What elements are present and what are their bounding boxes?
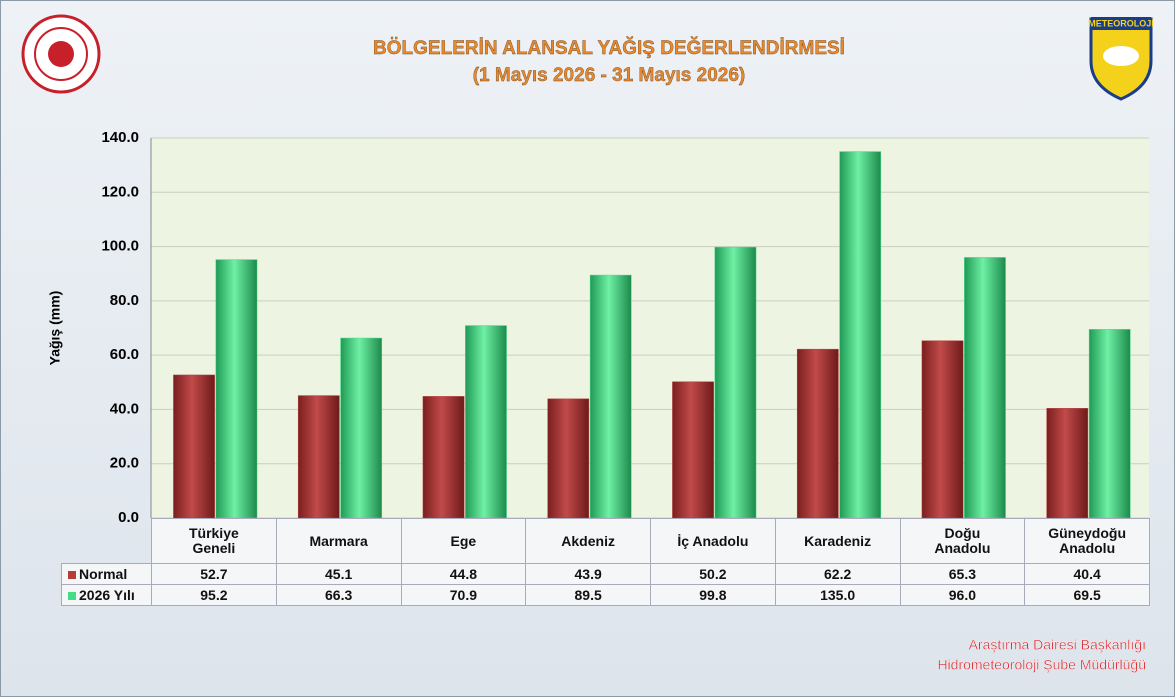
logo-text: METEOROLOJI — [1088, 18, 1154, 28]
x-tick-label: Doğu Anadolu — [934, 525, 991, 556]
right-logo: METEOROLOJI — [1088, 17, 1154, 101]
bar — [964, 257, 1006, 519]
footer-line: Hidrometeoroloji Şube Müdürlüğü — [937, 657, 1146, 673]
value-cell: 65.3 — [899, 563, 1026, 585]
category-cell: Marmara — [275, 518, 402, 564]
bar — [1046, 408, 1089, 519]
x-tick-label: Akdeniz — [561, 532, 615, 549]
y-tick-label: 140.0 — [101, 129, 139, 146]
value-cell: 99.8 — [650, 584, 776, 606]
bar — [672, 381, 714, 519]
table-row: Normal 52.7 45.1 44.8 43.9 50.2 62.2 65.3 40.4 — [61, 563, 1150, 585]
value-cell: 66.3 — [275, 584, 402, 606]
table-corner — [62, 519, 152, 564]
bar — [297, 395, 340, 519]
value-cell: 50.2 — [650, 563, 776, 585]
bar — [340, 337, 383, 519]
footer-line: Araştırma Dairesi Başkanlığı — [969, 637, 1146, 653]
bar — [465, 325, 507, 519]
bar — [839, 151, 882, 519]
value-cell: 96.0 — [899, 584, 1026, 606]
legend-entry: Normal — [61, 563, 152, 585]
x-tick-label: Türkiye Geneli — [188, 525, 239, 556]
bar — [422, 396, 465, 519]
value-cell: 89.5 — [525, 584, 651, 606]
y-tick-label: 120.0 — [101, 183, 139, 200]
x-tick-label: Ege — [450, 532, 477, 549]
bar — [1088, 329, 1131, 519]
y-tick-label: 40.0 — [110, 400, 139, 417]
y-tick-label: 0.0 — [118, 509, 139, 526]
value-cell: 62.2 — [774, 563, 901, 585]
y-tick-label: 20.0 — [110, 455, 139, 472]
legend-label: 2026 Yılı — [79, 587, 135, 603]
y-tick-label: 80.0 — [110, 292, 139, 309]
bar — [215, 259, 258, 519]
category-cell: İç Anadolu — [650, 518, 776, 564]
value-cell: 69.5 — [1024, 584, 1150, 606]
y-tick-label: 60.0 — [110, 346, 139, 363]
category-cell: Ege — [400, 518, 527, 564]
category-cell: Türkiye Geneli — [151, 518, 277, 564]
bar — [589, 274, 632, 519]
value-cell: 45.1 — [275, 563, 402, 585]
bar — [921, 340, 964, 519]
y-axis-label: Yağış (mm) — [47, 291, 63, 366]
value-cell: 43.9 — [525, 563, 651, 585]
legend-swatch — [68, 571, 76, 579]
legend-swatch — [68, 592, 76, 600]
bar — [796, 348, 839, 519]
y-tick-label: 100.0 — [101, 238, 139, 255]
category-cell: Doğu Anadolu — [899, 518, 1026, 564]
table-header-row: Türkiye Geneli Marmara Ege Akdeniz İç Anadol… — [62, 518, 1150, 564]
chart-subtitle: (1 Mayıs 2026 - 31 Mayıs 2026) — [473, 65, 746, 86]
bar — [547, 398, 590, 519]
bar — [714, 246, 757, 519]
chart-title: BÖLGELERİN ALANSAL YAĞIŞ DEĞERLENDİRMESİ — [373, 37, 845, 59]
value-cell: 70.9 — [400, 584, 527, 606]
x-tick-label: Karadeniz — [804, 532, 872, 549]
value-cell: 135.0 — [774, 584, 901, 606]
category-cell: Akdeniz — [525, 518, 651, 564]
value-cell: 44.8 — [400, 563, 527, 585]
value-cell: 40.4 — [1024, 563, 1150, 585]
left-logo — [21, 14, 101, 94]
legend-entry: 2026 Yılı — [61, 584, 152, 606]
legend-label: Normal — [79, 566, 128, 582]
x-tick-label: Güneydoğu Anadolu — [1048, 525, 1127, 556]
x-tick-label: İç Anadolu — [677, 532, 749, 549]
category-cell: Güneydoğu Anadolu — [1024, 518, 1150, 564]
category-cell: Karadeniz — [774, 518, 901, 564]
value-cell: 52.7 — [151, 563, 277, 585]
table-row: 2026 Yılı 95.2 66.3 70.9 89.5 99.8 135.0 96.0 69… — [61, 584, 1150, 606]
value-cell: 95.2 — [151, 584, 277, 606]
data-table: Türkiye Geneli Marmara Ege Akdeniz İç Anadol… — [61, 518, 1150, 606]
x-tick-label: Marmara — [309, 532, 368, 549]
bar — [173, 374, 215, 519]
